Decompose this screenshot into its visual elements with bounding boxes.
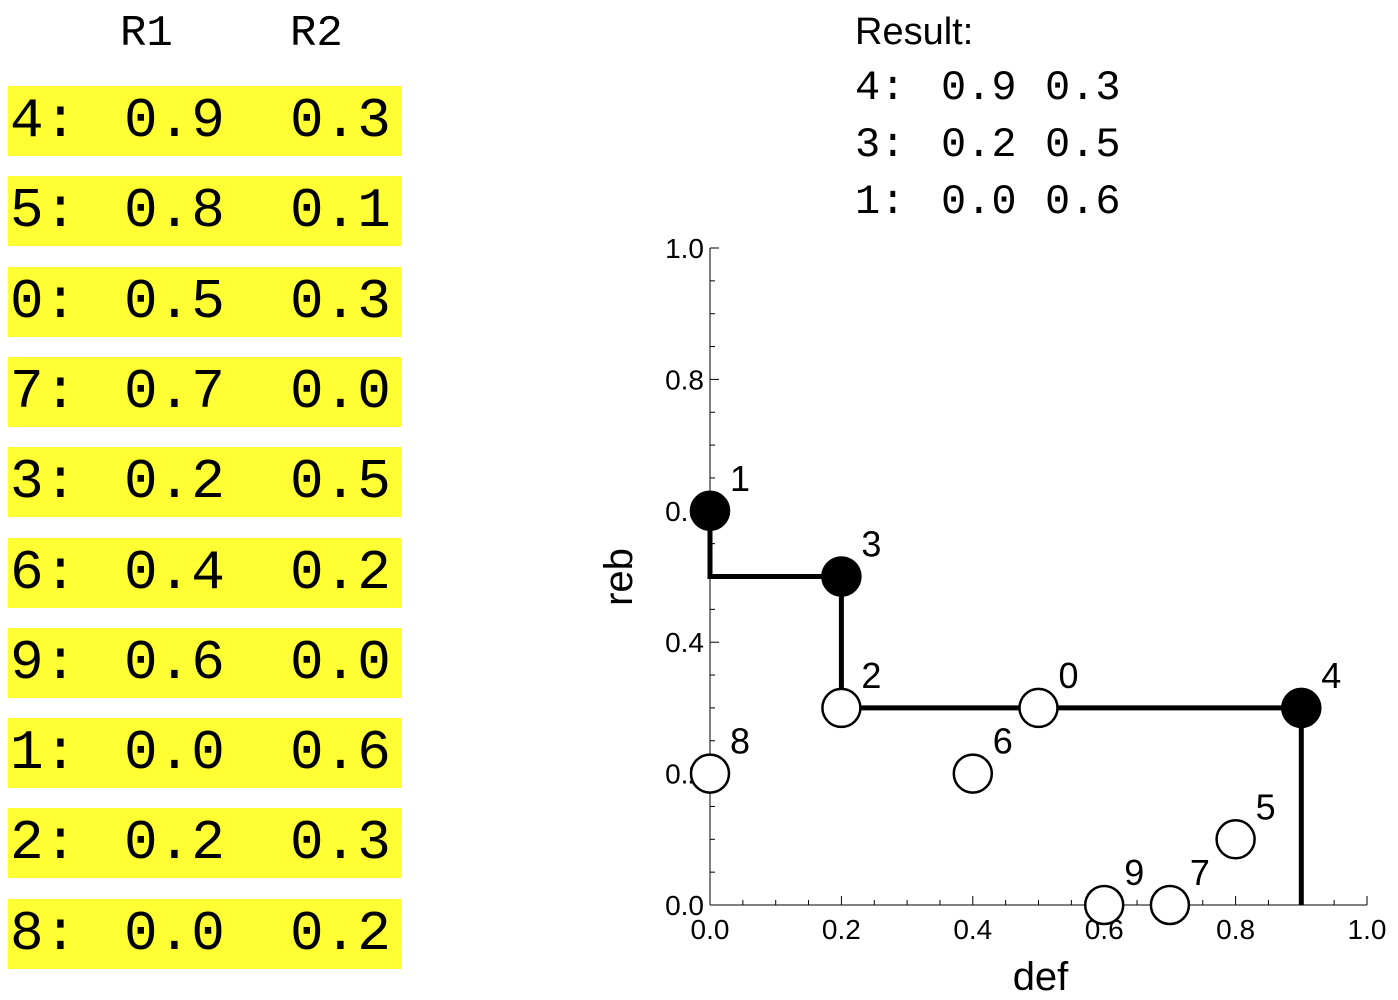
point-label: 9 (1124, 852, 1144, 893)
table-row: 3: 0.2 0.5 (8, 447, 401, 517)
row-id: 9: (10, 631, 78, 695)
row-id: 1: (10, 721, 78, 785)
table-row: 8: 0.0 0.2 (8, 899, 401, 969)
x-tick-label: 0.2 (822, 914, 861, 945)
point-label: 8 (730, 721, 750, 762)
y-tick-label: 1.0 (665, 233, 704, 264)
table-row: 2: 0.2 0.3 (8, 808, 401, 878)
row-r2-value: 0.3 (290, 89, 391, 153)
skyline-point (689, 490, 731, 532)
row-r2-value: 0.6 (290, 721, 391, 785)
point-label: 2 (861, 655, 881, 696)
row-id: 3: (10, 450, 78, 514)
column-header-r2: R2 (290, 9, 343, 59)
result-r1-value: 0.9 (941, 64, 1017, 112)
point-label: 3 (861, 524, 881, 565)
table-row: 6: 0.4 0.2 (8, 538, 401, 608)
table-row: 5: 0.8 0.1 (8, 176, 401, 246)
row-r2-value: 0.2 (290, 541, 391, 605)
table-row: 1: 0.0 0.6 (8, 718, 401, 788)
row-r2-value: 0.3 (290, 811, 391, 875)
row-r2-value: 0.3 (290, 270, 391, 334)
data-point (1083, 884, 1125, 926)
y-tick-label: 0.0 (665, 890, 704, 921)
y-axis-label: reb (597, 548, 641, 606)
row-id: 4: (10, 89, 78, 153)
data-point (689, 753, 731, 794)
skyline-point (821, 556, 862, 597)
data-point (952, 753, 994, 794)
point-label: 0 (1059, 655, 1079, 696)
row-id: 7: (10, 360, 78, 424)
row-r1-value: 0.5 (124, 270, 225, 334)
x-tick-label: 1.0 (1348, 914, 1387, 945)
row-id: 6: (10, 541, 78, 605)
result-title: Result: (855, 11, 974, 53)
column-header-r1: R1 (120, 9, 173, 59)
row-r2-value: 0.0 (290, 360, 391, 424)
x-tick-label: 0.8 (1216, 914, 1255, 945)
point-label: 7 (1190, 852, 1210, 893)
result-r1-value: 0.2 (941, 121, 1017, 169)
row-r1-value: 0.2 (124, 811, 225, 875)
x-tick-label: 0.4 (953, 914, 992, 945)
point-label: 5 (1256, 786, 1276, 827)
result-r2-value: 0.3 (1045, 64, 1121, 112)
skyline-point (1281, 687, 1322, 729)
point-label: 1 (730, 458, 750, 499)
table-row: 7: 0.7 0.0 (8, 357, 401, 427)
row-r1-value: 0.9 (124, 89, 225, 153)
result-r1-value: 0.0 (941, 178, 1017, 226)
result-r2-value: 0.5 (1045, 121, 1121, 169)
result-id: 4: (855, 64, 906, 112)
data-point (821, 687, 862, 729)
skyline-line (707, 510, 1304, 905)
x-axis-label: def (1013, 955, 1069, 999)
table-row: 4: 0.9 0.3 (8, 86, 401, 156)
row-r1-value: 0.7 (124, 360, 225, 424)
data-point (1215, 819, 1256, 860)
x-tick-label: 0.0 (691, 914, 730, 945)
table-row: 0: 0.5 0.3 (8, 267, 401, 337)
table-row: 9: 0.6 0.0 (8, 628, 401, 698)
row-id: 2: (10, 811, 78, 875)
row-r1-value: 0.0 (124, 721, 225, 785)
row-r2-value: 0.1 (290, 179, 391, 243)
point-label: 6 (993, 721, 1013, 762)
result-id: 1: (855, 178, 906, 226)
row-r1-value: 0.2 (124, 450, 225, 514)
row-r1-value: 0.8 (124, 179, 225, 243)
row-id: 0: (10, 270, 78, 334)
row-r1-value: 0.6 (124, 631, 225, 695)
y-tick-label: 0.8 (665, 364, 704, 395)
row-r2-value: 0.2 (290, 902, 391, 966)
data-point (1149, 884, 1191, 926)
row-r1-value: 0.4 (124, 541, 225, 605)
row-r2-value: 0.5 (290, 450, 391, 514)
row-id: 5: (10, 179, 78, 243)
result-id: 3: (855, 121, 906, 169)
row-r2-value: 0.0 (290, 631, 391, 695)
y-tick-label: 0.4 (665, 627, 704, 658)
row-r1-value: 0.0 (124, 902, 225, 966)
result-r2-value: 0.6 (1045, 178, 1121, 226)
point-label: 4 (1321, 655, 1341, 696)
row-id: 8: (10, 902, 78, 966)
data-point (1018, 687, 1059, 729)
